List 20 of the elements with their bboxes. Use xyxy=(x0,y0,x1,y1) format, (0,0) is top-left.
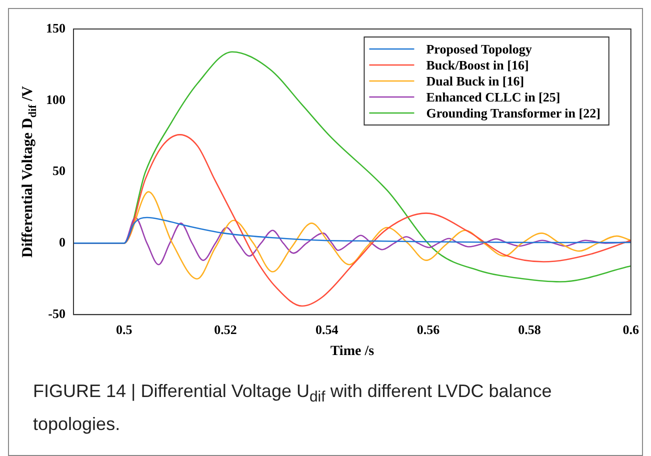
line-series xyxy=(74,216,631,244)
y-tick-label: 0 xyxy=(59,234,66,250)
x-tick-label: 0.54 xyxy=(315,322,339,337)
y-axis-title: Differential Voltage Ddif /V xyxy=(20,86,39,258)
x-tick-label: 0.52 xyxy=(214,322,237,337)
x-tick-label: 0.58 xyxy=(518,322,542,337)
y-tick-label: 150 xyxy=(46,20,66,36)
x-tick-label: 0.6 xyxy=(622,322,640,337)
y-tick-label: -50 xyxy=(48,306,66,321)
legend-label: Proposed Topology xyxy=(426,41,532,56)
legend-label: Buck/Boost in [16] xyxy=(426,57,529,72)
y-tick-label: 100 xyxy=(46,92,66,107)
legend-label: Dual Buck in [16] xyxy=(426,73,524,88)
legend-label: Enhanced CLLC in [25] xyxy=(426,89,560,104)
x-axis-title: Time /s xyxy=(330,344,375,360)
legend-label: Grounding Transformer in [22] xyxy=(426,105,600,120)
x-tick-label: 0.56 xyxy=(416,322,440,337)
text: FIGURE 14 | Differential Voltage U$_{dif}$ with different LVDC balance topologies. xyxy=(33,381,552,434)
y-tick-label: 50 xyxy=(52,163,66,178)
x-tick-label: 0.5 xyxy=(116,322,133,337)
